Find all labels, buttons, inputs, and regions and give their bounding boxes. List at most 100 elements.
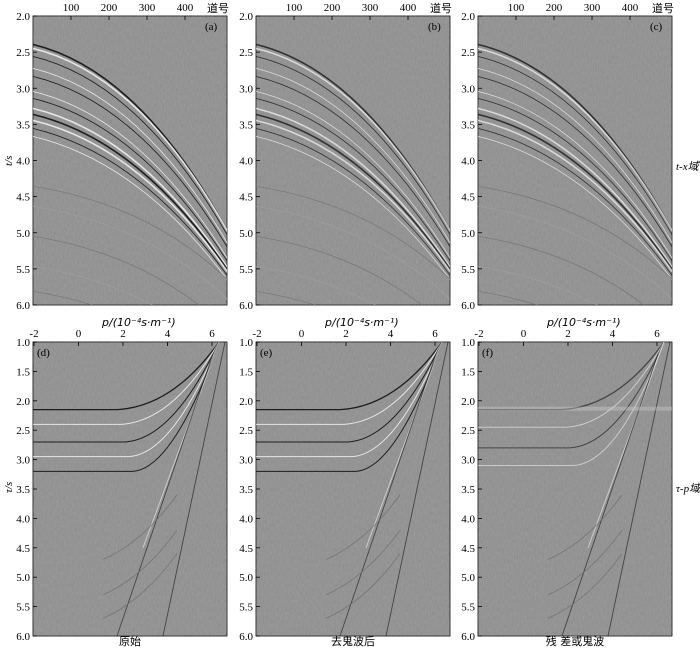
faint-event bbox=[33, 265, 153, 305]
x-tick-label: 400 bbox=[622, 2, 639, 14]
faint-event bbox=[102, 553, 178, 619]
reflection-event bbox=[33, 113, 227, 271]
y-tick-label: 4.5 bbox=[239, 192, 253, 204]
x-tick-label: 100 bbox=[508, 2, 525, 14]
tp-events-e bbox=[256, 342, 450, 636]
reflection-event bbox=[478, 68, 672, 244]
reflection-event bbox=[33, 128, 227, 276]
reflection-event bbox=[478, 91, 672, 259]
tau-p-event bbox=[33, 342, 220, 443]
reflection-event bbox=[478, 76, 672, 248]
x-tick-label: 2 bbox=[565, 328, 571, 340]
panel-label-f: (f) bbox=[482, 347, 493, 359]
y-tick-label: 6.0 bbox=[16, 631, 30, 643]
x-tick-label: 6 bbox=[654, 328, 660, 340]
faint-event bbox=[33, 205, 227, 300]
x-tick-label: 2 bbox=[120, 328, 126, 340]
reflection-event bbox=[33, 98, 227, 262]
panel-label-b: (b) bbox=[428, 21, 441, 33]
faint-event bbox=[102, 494, 178, 560]
faint-event bbox=[478, 235, 645, 305]
x-tick-label: 4 bbox=[165, 328, 171, 340]
tp-events-f bbox=[478, 342, 672, 636]
reflection-event bbox=[478, 119, 672, 273]
y-tick-label: 6.0 bbox=[239, 631, 253, 643]
y-tick-label: 5.5 bbox=[16, 264, 30, 276]
faint-event bbox=[33, 185, 227, 280]
x-tick-label: -2 bbox=[474, 328, 483, 340]
y-tick-label: 4.0 bbox=[239, 513, 253, 525]
y-tick-label: 3.5 bbox=[239, 119, 253, 131]
faint-event bbox=[478, 265, 598, 305]
faint-event bbox=[256, 290, 316, 305]
y-tick-label: 1.0 bbox=[239, 337, 253, 349]
y-tick-label: 3.0 bbox=[461, 455, 475, 467]
reflection-event bbox=[478, 113, 672, 271]
tau-p-event bbox=[256, 342, 443, 458]
axes-top-0: 100 200 300 400 2.0 2.5 3.0 3.5 4.0 4.5 5.0 5.5 6.0 bbox=[16, 2, 194, 312]
domain-label-tx: t-x域 bbox=[676, 160, 700, 173]
caption-d: 原始 bbox=[119, 634, 141, 648]
y-tick-label: 3.0 bbox=[16, 455, 30, 467]
reflection-event bbox=[33, 119, 227, 273]
x-tick-label: 2 bbox=[343, 328, 349, 340]
axes-bottom-0: -2 0 2 4 6 1.0 1.5 2.0 2.5 3.0 3.5 4.0 4.5 5.0 5.5 6.0 bbox=[16, 328, 215, 643]
reflection-event bbox=[33, 56, 227, 236]
axes-top-2: 100 200 300 400 2.0 2.5 3.0 3.5 4.0 4.5 5.0 5.5 6.0 bbox=[461, 2, 639, 312]
linear-event bbox=[561, 353, 659, 636]
y-tick-label: 4.0 bbox=[16, 513, 30, 525]
reflection-event bbox=[256, 136, 450, 281]
faint-event bbox=[547, 529, 623, 596]
y-tick-label: 2.0 bbox=[239, 396, 253, 408]
y-tick-label: 2.5 bbox=[239, 47, 253, 59]
reflection-event bbox=[478, 128, 672, 276]
reflection-event bbox=[478, 56, 672, 236]
tau-p-event bbox=[33, 342, 220, 472]
y-tick-label: 3.5 bbox=[16, 119, 30, 131]
faint-event bbox=[547, 494, 623, 560]
y-tick-label: 1.0 bbox=[16, 337, 30, 349]
y-tick-label: 4.0 bbox=[239, 156, 253, 168]
tau-p-event bbox=[478, 342, 665, 449]
x-tick-label: 100 bbox=[63, 2, 80, 14]
reflection-event bbox=[33, 76, 227, 248]
panel-label-c: (c) bbox=[650, 21, 663, 33]
x-axis-label-b: 道号 bbox=[430, 1, 452, 15]
y-tick-label: 5.5 bbox=[461, 264, 475, 276]
reflection-event bbox=[478, 47, 672, 233]
x-tick-label: 400 bbox=[400, 2, 417, 14]
y-tick-label: 3.5 bbox=[461, 119, 475, 131]
x-tick-label: -2 bbox=[29, 328, 38, 340]
x-tick-label: 0 bbox=[76, 328, 82, 340]
x-tick-label: 200 bbox=[546, 2, 563, 14]
y-tick-label: 1.5 bbox=[16, 366, 30, 378]
y-tick-label: 5.5 bbox=[239, 602, 253, 614]
x-tick-label: 0 bbox=[299, 328, 305, 340]
y-tick-label: 2.0 bbox=[461, 11, 475, 23]
x-tick-label: 6 bbox=[432, 328, 438, 340]
faint-event bbox=[256, 235, 423, 305]
reflection-event bbox=[478, 136, 672, 281]
y-tick-label: 2.5 bbox=[461, 425, 475, 437]
faint-event bbox=[478, 290, 538, 305]
reflection-event bbox=[478, 98, 672, 262]
faint-event bbox=[325, 494, 401, 560]
x-tick-label: 300 bbox=[584, 2, 601, 14]
y-tick-label: 2.5 bbox=[16, 425, 30, 437]
y-tick-label: 2.5 bbox=[461, 47, 475, 59]
reflection-event bbox=[256, 76, 450, 248]
tx-events-c bbox=[478, 16, 672, 305]
tau-p-event bbox=[33, 342, 220, 425]
x-tick-label: 300 bbox=[139, 2, 156, 14]
tau-p-event bbox=[256, 342, 443, 472]
linear-event bbox=[162, 342, 226, 636]
reflection-event bbox=[33, 136, 227, 281]
reflection-event bbox=[256, 56, 450, 236]
x-axis-label-f: p/(10⁻⁴s·m⁻¹) bbox=[546, 316, 621, 329]
linear-event bbox=[587, 342, 665, 548]
x-tick-label: 6 bbox=[209, 328, 215, 340]
residual-band bbox=[478, 406, 672, 411]
y-tick-label: 5.5 bbox=[16, 602, 30, 614]
x-axis-label-e: p/(10⁻⁴s·m⁻¹) bbox=[324, 316, 399, 329]
